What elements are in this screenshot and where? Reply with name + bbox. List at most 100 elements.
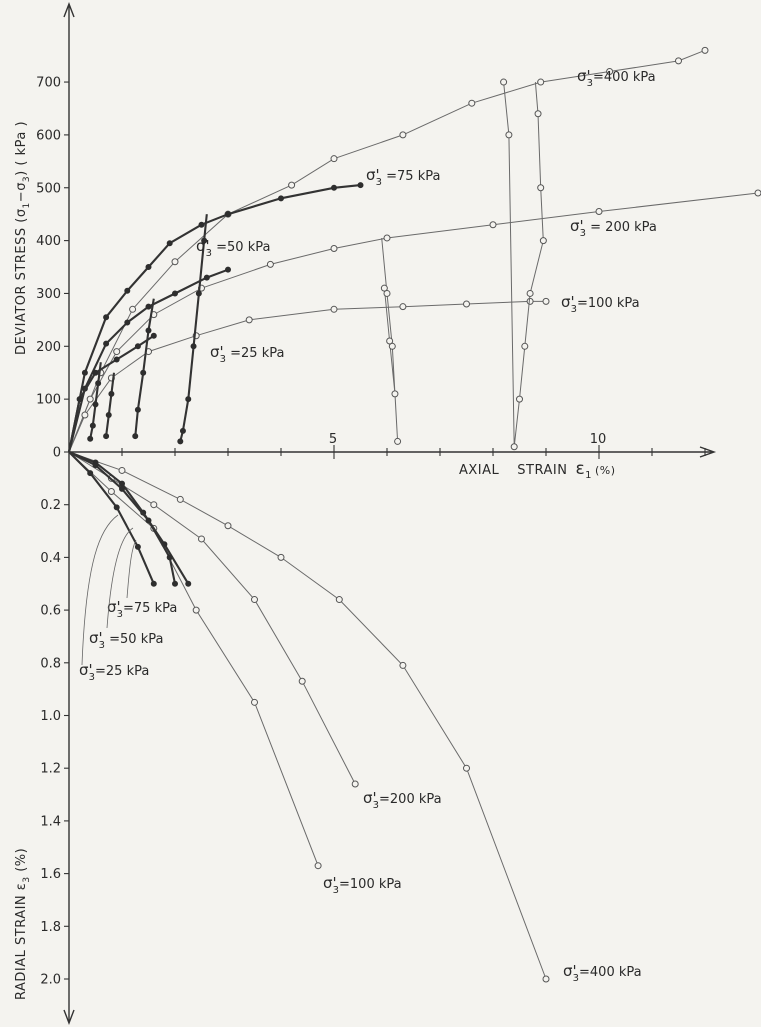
upper-series-label-4: σ'3 =50 kPa: [196, 237, 270, 259]
upper-series-0-point: [330, 155, 338, 163]
unload-loop-3-line: [134, 298, 155, 437]
unload-loop-2-point: [185, 396, 192, 403]
unload-loop-1-point: [539, 237, 547, 245]
unload-loop-5-point: [108, 390, 115, 397]
lower-series-1-point: [198, 535, 205, 543]
unload-loop-1-point: [505, 131, 513, 139]
upper-series-3-point: [124, 287, 131, 294]
upper-series-label-1: σ'3 = 200 kPa: [570, 217, 657, 239]
upper-series-label-0: σ'3=400 kPa: [577, 67, 656, 89]
upper-series-2-point: [399, 303, 407, 311]
lower-series-label-3: σ'3=75 kPa: [107, 598, 177, 620]
upper-series-3-point: [330, 184, 337, 191]
x-tick-label: 10: [590, 432, 607, 447]
y-axis-title-upper: DEVIATOR STRESS (σ1−σ3) ( kPa ): [14, 121, 32, 355]
y-axis-arrow-bottom: [63, 1009, 75, 1025]
upper-series-1-point: [113, 348, 121, 356]
unload-loop-1-point: [516, 395, 523, 403]
upper-series-0-point: [129, 305, 137, 313]
unload-loop-0-point: [380, 284, 388, 292]
lower-series-2-line: [68, 451, 319, 866]
lower-series-2-point: [314, 862, 322, 870]
unload-loop-4-point: [92, 401, 99, 408]
lower-series-label-1: σ'3=200 kPa: [363, 789, 442, 811]
unload-loop-4-point: [89, 422, 96, 429]
upper-series-2-point: [245, 316, 253, 324]
upper-series-2-point: [463, 300, 470, 308]
upper-series-5-point: [134, 343, 141, 350]
lower-series-4-point: [92, 462, 99, 469]
upper-series-label-2: σ'3=100 kPa: [561, 293, 640, 315]
y-tick-label-upper: 600: [36, 128, 61, 143]
unload-loop-4-point: [87, 435, 94, 442]
upper-series-0-point: [399, 131, 407, 139]
upper-series-4-point: [203, 274, 210, 281]
lower-series-2-point: [251, 698, 258, 706]
lower-series-4-point: [171, 580, 178, 587]
upper-series-1-point: [86, 395, 94, 403]
upper-series-label-5: σ'3 =25 kPa: [210, 343, 284, 365]
upper-series-1-point: [754, 189, 761, 197]
unload-loop-0-point: [394, 437, 402, 445]
y-tick-label-lower: 0.6: [40, 604, 61, 619]
lower-series-5-point: [134, 543, 141, 550]
upper-series-1-point: [489, 221, 497, 229]
y-tick-label-lower: 1.8: [40, 920, 61, 935]
lower-series-3-point: [185, 580, 192, 587]
unload-loop-5-point: [105, 412, 112, 419]
upper-series-5-point: [113, 356, 120, 363]
y-axis-arrow-top: [63, 2, 75, 18]
lower-series-0-point: [176, 495, 184, 503]
unload-loop-4-point: [95, 380, 102, 387]
upper-series-4-point: [171, 290, 178, 297]
unload-loop-2-point: [195, 290, 202, 297]
upper-series-0-line: [68, 49, 706, 453]
y-axis-title-lower: RADIAL STRAIN ε3 (%): [14, 848, 32, 1000]
upper-series-2-point: [526, 297, 534, 305]
lower-series-2-point: [192, 606, 200, 614]
upper-series-2-point: [542, 297, 550, 305]
lower-series-0-point: [224, 522, 232, 530]
y-tick-label-lower: 1.0: [40, 709, 61, 724]
unload-loop-1-point: [500, 78, 508, 86]
lower-series-3-point: [119, 480, 126, 487]
chart-axes: [63, 2, 717, 1025]
unload-loop-0-point: [391, 390, 399, 398]
chart-labels: 0 100 200 300 400 500 600 700 5 10 0.2 0.4 0.6 0.8 1.0…: [14, 67, 657, 1000]
upper-series-5-line: [67, 334, 155, 453]
upper-series-3-point: [145, 264, 152, 271]
y-tick-label-lower: 0.8: [40, 656, 61, 671]
y-tick-label-upper: 200: [36, 340, 61, 355]
lower-series-3-line: [68, 451, 190, 585]
upper-series-0-point: [675, 57, 682, 65]
label-leader-line: [126, 539, 137, 599]
upper-series-2-point: [81, 411, 89, 419]
y-tick-label-lower: 1.4: [40, 814, 61, 829]
y-tick-label-upper: 400: [36, 234, 61, 249]
upper-series-1-point: [595, 208, 603, 216]
lower-series-4-line: [68, 451, 177, 585]
lower-series-0-point: [335, 596, 343, 604]
unload-loop-3-point: [140, 369, 147, 376]
lower-series-4-point: [119, 485, 126, 492]
upper-series-4-point: [224, 266, 231, 273]
lower-series-0-point: [542, 975, 550, 983]
y-tick-label-lower: 1.2: [40, 762, 61, 777]
lower-series-1-point: [150, 501, 158, 509]
y-tick-label-upper: 100: [36, 393, 61, 408]
x-axis-title: AXIAL STRAIN ε1 (%): [459, 459, 616, 481]
unload-loop-1-point: [526, 289, 534, 297]
unload-loop-3-point: [145, 327, 152, 334]
chart-marks: [67, 46, 761, 983]
upper-series-1-point: [383, 234, 391, 242]
y-tick-label-lower: 1.6: [40, 867, 61, 882]
lower-series-label-4: σ'3 =50 kPa: [89, 629, 163, 651]
lower-series-5-point: [150, 580, 157, 587]
upper-series-0-point: [701, 46, 709, 54]
lower-series-0-point: [118, 466, 126, 474]
lower-series-2-point: [107, 488, 115, 496]
unload-loop-2-point: [177, 438, 184, 445]
y-tick-label-upper: 700: [36, 76, 61, 91]
unload-loop-1-point: [510, 443, 518, 451]
